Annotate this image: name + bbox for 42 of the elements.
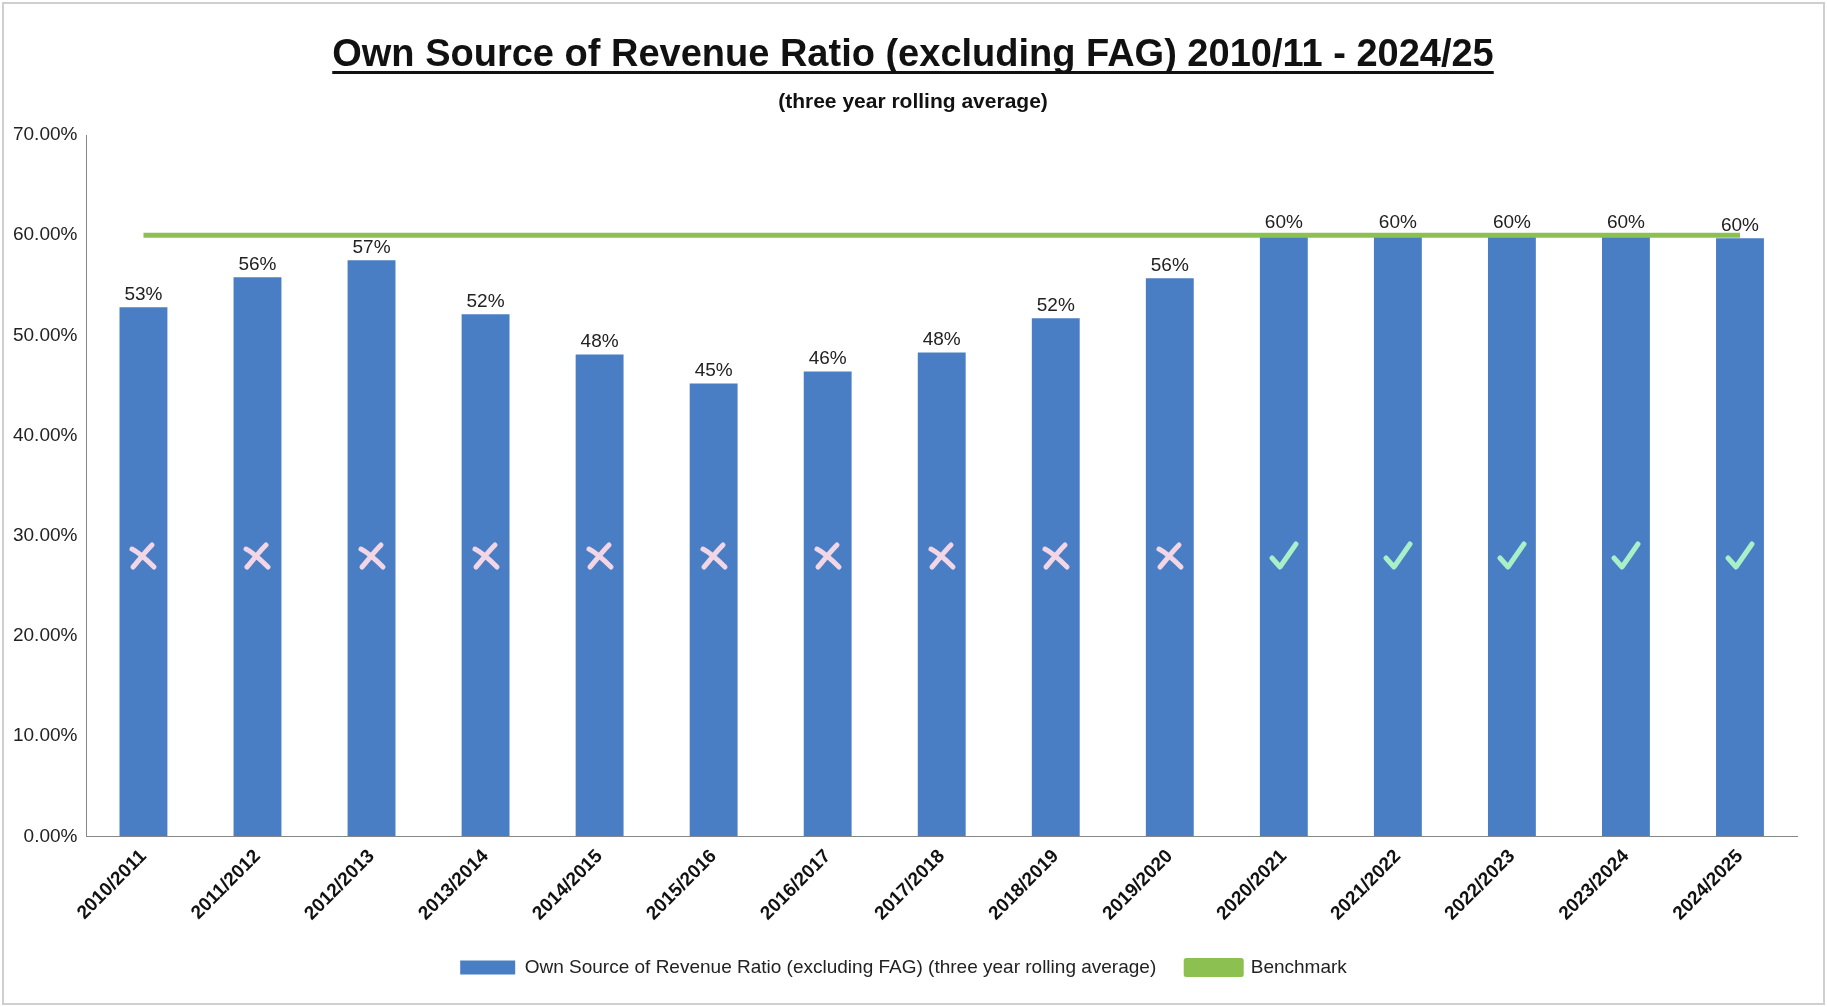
y-tick-label: 40.00% (12, 423, 78, 445)
chart-title: Own Source of Revenue Ratio (excluding FAG) 2010/11 - 2024/25 (332, 32, 1494, 74)
data-label: 60% (1264, 210, 1303, 232)
y-tick-label: 0.00% (23, 824, 78, 846)
y-tick-label: 20.00% (12, 624, 78, 646)
bar (119, 307, 168, 837)
y-tick-label: 30.00% (12, 524, 78, 546)
bar (1259, 235, 1308, 837)
y-tick-label: 50.00% (12, 323, 78, 345)
data-label: 53% (124, 283, 163, 305)
data-label: 57% (352, 235, 391, 257)
data-label: 60% (1720, 213, 1760, 235)
y-tick-label: 70.00% (12, 123, 78, 145)
bar (575, 354, 624, 837)
data-label: 60% (1606, 210, 1646, 232)
bar (803, 371, 852, 837)
bar (917, 352, 966, 837)
data-label: 48% (922, 328, 961, 350)
data-label: 56% (238, 253, 277, 275)
y-tick-label: 10.00% (12, 724, 78, 746)
bar (461, 314, 510, 837)
bar (1145, 278, 1194, 837)
data-label: 60% (1492, 210, 1532, 232)
data-label: 52% (466, 290, 505, 312)
bar (347, 260, 396, 837)
data-label: 46% (808, 347, 847, 369)
bar (1602, 235, 1650, 837)
bar (1031, 318, 1080, 837)
legend-label: Benchmark (1250, 955, 1348, 977)
bar (689, 383, 738, 837)
chart-subtitle: (three year rolling average) (778, 89, 1048, 112)
data-label: 52% (1036, 294, 1075, 316)
data-label: 60% (1378, 210, 1417, 232)
bar (233, 277, 282, 837)
data-label: 45% (694, 359, 733, 381)
legend-label: Own Source of Revenue Ratio (excluding FAG) (three year rolling average) (524, 955, 1157, 977)
bar (1716, 238, 1764, 837)
data-label: 48% (580, 330, 619, 352)
data-label: 56% (1150, 254, 1189, 276)
y-tick-label: 60.00% (12, 223, 78, 245)
bar (1487, 235, 1536, 837)
bar (1373, 235, 1422, 837)
